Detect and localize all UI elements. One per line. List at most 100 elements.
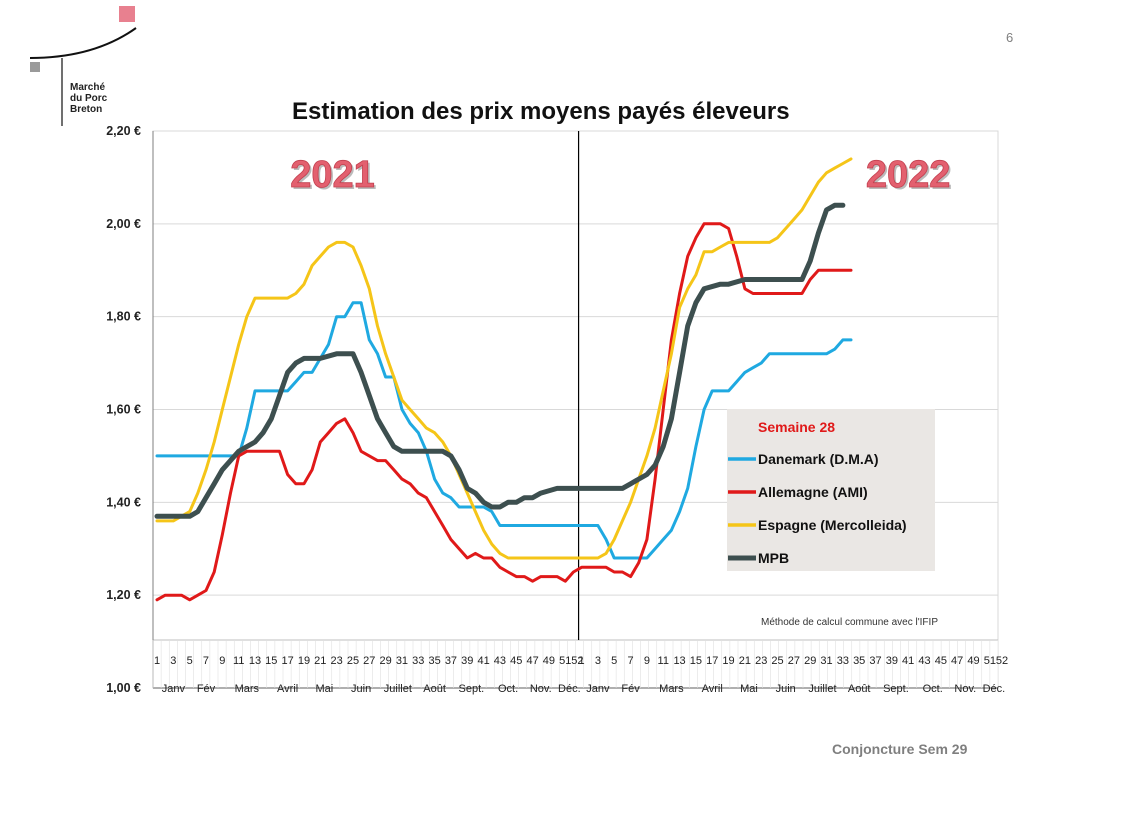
x-month-label: Mars xyxy=(235,683,260,695)
chart-annotation: Méthode de calcul commune avec l'IFIP xyxy=(761,617,938,628)
x-tick-label: 3 xyxy=(170,655,176,667)
y-tick-label: 2,00 € xyxy=(106,217,141,231)
x-tick-label: 9 xyxy=(219,655,225,667)
x-tick-label: 45 xyxy=(510,655,522,667)
x-month-label: Sept. xyxy=(883,683,909,695)
logo-line-2: du Porc xyxy=(70,93,108,104)
x-month-label: Janv xyxy=(586,683,610,695)
x-tick-label: 47 xyxy=(526,655,538,667)
x-tick-label: 35 xyxy=(853,655,865,667)
series-line xyxy=(155,301,853,560)
series-line xyxy=(154,202,846,519)
x-tick-label: 51 xyxy=(559,655,571,667)
chart-title: Estimation des prix moyens payés éleveur… xyxy=(292,98,790,125)
x-tick-label: 39 xyxy=(886,655,898,667)
legend-entry: Espagne (Mercolleida) xyxy=(758,517,907,533)
series-line xyxy=(155,157,853,560)
x-tick-label: 7 xyxy=(203,655,209,667)
x-tick-label: 25 xyxy=(771,655,783,667)
x-tick-label: 13 xyxy=(673,655,685,667)
y-tick-label: 1,80 € xyxy=(106,310,141,324)
x-tick-label: 15 xyxy=(690,655,702,667)
legend-entry: Danemark (D.M.A) xyxy=(758,451,879,467)
x-tick-label: 47 xyxy=(951,655,963,667)
logo-line-1: Marché xyxy=(70,82,106,93)
x-month-label: Août xyxy=(423,683,446,695)
x-tick-label: 39 xyxy=(461,655,473,667)
x-month-label: Avril xyxy=(277,683,298,695)
x-tick-label: 51 xyxy=(984,655,996,667)
logo-pink-square xyxy=(119,6,135,22)
x-tick-label: 41 xyxy=(477,655,489,667)
x-month-label: Déc. xyxy=(558,683,581,695)
legend-entry: Allemagne (AMI) xyxy=(758,484,868,500)
x-tick-label: 29 xyxy=(804,655,816,667)
x-month-label: Août xyxy=(848,683,871,695)
x-tick-label: 5 xyxy=(187,655,193,667)
x-tick-label: 9 xyxy=(644,655,650,667)
x-tick-label: 43 xyxy=(494,655,506,667)
x-month-label: Fév xyxy=(621,683,640,695)
logo-curve xyxy=(29,27,137,59)
legend-box xyxy=(727,409,935,571)
x-month-label: Oct. xyxy=(498,683,518,695)
x-month-label: Juillet xyxy=(384,683,412,695)
logo-grey-square xyxy=(30,62,40,72)
x-tick-label: 25 xyxy=(347,655,359,667)
x-tick-label: 17 xyxy=(282,655,294,667)
x-tick-label: 13 xyxy=(249,655,261,667)
x-tick-label: 52 xyxy=(571,655,583,667)
x-tick-label: 27 xyxy=(788,655,800,667)
x-month-label: Janv xyxy=(162,683,186,695)
x-tick-label: 21 xyxy=(739,655,751,667)
x-month-label: Mai xyxy=(740,683,758,695)
x-tick-label: 37 xyxy=(869,655,881,667)
y-tick-label: 1,20 € xyxy=(106,588,141,602)
x-tick-label: 52 xyxy=(996,655,1008,667)
series-line xyxy=(155,222,853,602)
x-tick-label: 11 xyxy=(658,655,669,667)
x-tick-label: 27 xyxy=(363,655,375,667)
logo-text: Marché du Porc Breton xyxy=(70,82,107,115)
x-tick-label: 33 xyxy=(837,655,849,667)
x-tick-label: 17 xyxy=(706,655,718,667)
x-tick-label: 31 xyxy=(820,655,832,667)
x-month-label: Nov. xyxy=(530,683,552,695)
x-tick-label: 49 xyxy=(967,655,979,667)
year-label: 2021 xyxy=(290,154,375,196)
y-tick-label: 2,20 € xyxy=(106,124,141,138)
x-tick-label: 19 xyxy=(298,655,310,667)
x-month-label: Mars xyxy=(659,683,684,695)
legend-entry: MPB xyxy=(758,550,789,566)
x-tick-label: 23 xyxy=(331,655,343,667)
x-tick-label: 41 xyxy=(902,655,914,667)
page-number: 6 xyxy=(1006,30,1014,45)
x-month-label: Juin xyxy=(776,683,796,695)
x-tick-label: 23 xyxy=(755,655,767,667)
x-tick-label: 31 xyxy=(396,655,408,667)
x-tick-label: 11 xyxy=(233,655,244,667)
x-month-label: Nov. xyxy=(954,683,976,695)
legend-title: Semaine 28 xyxy=(758,419,835,435)
x-month-label: Déc. xyxy=(983,683,1006,695)
x-tick-label: 49 xyxy=(543,655,555,667)
x-tick-label: 33 xyxy=(412,655,424,667)
x-tick-label: 29 xyxy=(379,655,391,667)
x-tick-label: 21 xyxy=(314,655,326,667)
x-month-label: Mai xyxy=(316,683,334,695)
x-tick-label: 37 xyxy=(445,655,457,667)
x-month-label: Sept. xyxy=(459,683,485,695)
footer-text: Conjoncture Sem 29 xyxy=(832,741,968,757)
y-tick-label: 1,60 € xyxy=(106,403,141,417)
y-tick-label: 1,00 € xyxy=(106,681,141,695)
x-tick-label: 43 xyxy=(918,655,930,667)
x-month-label: Fév xyxy=(197,683,216,695)
x-month-label: Oct. xyxy=(923,683,943,695)
x-month-label: Avril xyxy=(702,683,723,695)
y-tick-label: 1,40 € xyxy=(106,495,141,509)
year-label-shadow: 2022 xyxy=(868,156,953,198)
year-label: 2022 xyxy=(866,154,951,196)
x-tick-label: 1 xyxy=(579,655,585,667)
x-tick-label: 3 xyxy=(595,655,601,667)
logo xyxy=(29,6,137,126)
